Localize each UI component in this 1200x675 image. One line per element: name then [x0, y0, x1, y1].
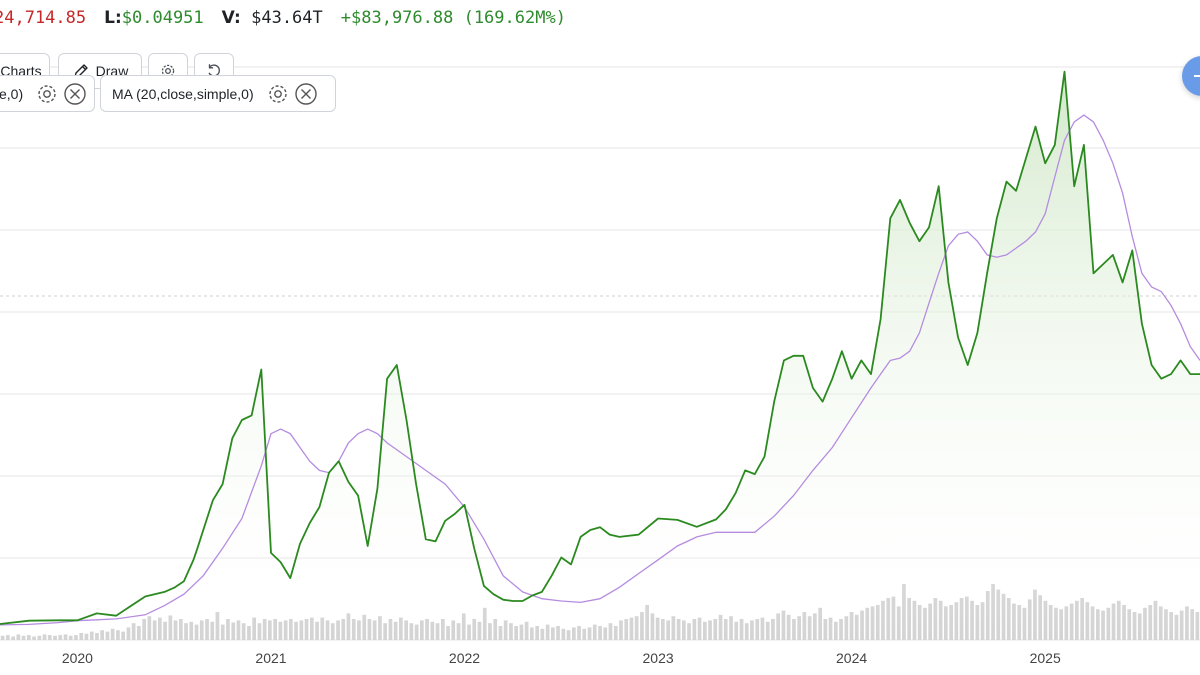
- price-area: [0, 71, 1200, 641]
- x-axis-labels: 2020 2021 2022 2023 2024 2025: [62, 650, 1061, 666]
- price-area-fill: [0, 71, 1200, 641]
- indicator-legend-1[interactable]: e,0): [0, 75, 95, 112]
- close-icon[interactable]: [294, 82, 318, 106]
- indicator-1-label: e,0): [0, 85, 24, 102]
- high-value: 24,714.85: [0, 8, 87, 28]
- moving-average-series: [0, 114, 1200, 626]
- gear-icon[interactable]: [266, 82, 290, 106]
- volume-value: $43.64T: [251, 8, 323, 28]
- price-line: [0, 70, 1200, 625]
- indicator-legend-2[interactable]: MA (20,close,simple,0): [100, 75, 336, 112]
- close-icon[interactable]: [63, 82, 87, 106]
- x-tick-label: 2024: [836, 650, 867, 666]
- x-tick-label: 2022: [449, 650, 480, 666]
- x-tick-label: 2023: [643, 650, 674, 666]
- change-value: +$83,976.88 (169.62M%): [340, 8, 566, 28]
- indicator-2-label: MA (20,close,simple,0): [112, 85, 254, 102]
- volume-stat: V: $43.64T: [222, 8, 323, 28]
- ohlc-stats: 24,714.85 L:$0.04951 V: $43.64T +$83,976…: [0, 6, 566, 30]
- minus-icon: [1194, 75, 1200, 77]
- volume-label: V:: [221, 8, 241, 28]
- low-value: $0.04951: [121, 8, 204, 28]
- low-label: L:: [104, 8, 122, 28]
- x-tick-label: 2021: [255, 650, 286, 666]
- price-series: [0, 70, 1200, 625]
- gear-icon[interactable]: [35, 82, 59, 106]
- x-tick-label: 2025: [1030, 650, 1061, 666]
- moving-average-line: [0, 114, 1200, 626]
- low-stat: L:$0.04951: [104, 8, 204, 28]
- floating-action-button[interactable]: [1182, 56, 1200, 96]
- x-tick-label: 2020: [62, 650, 93, 666]
